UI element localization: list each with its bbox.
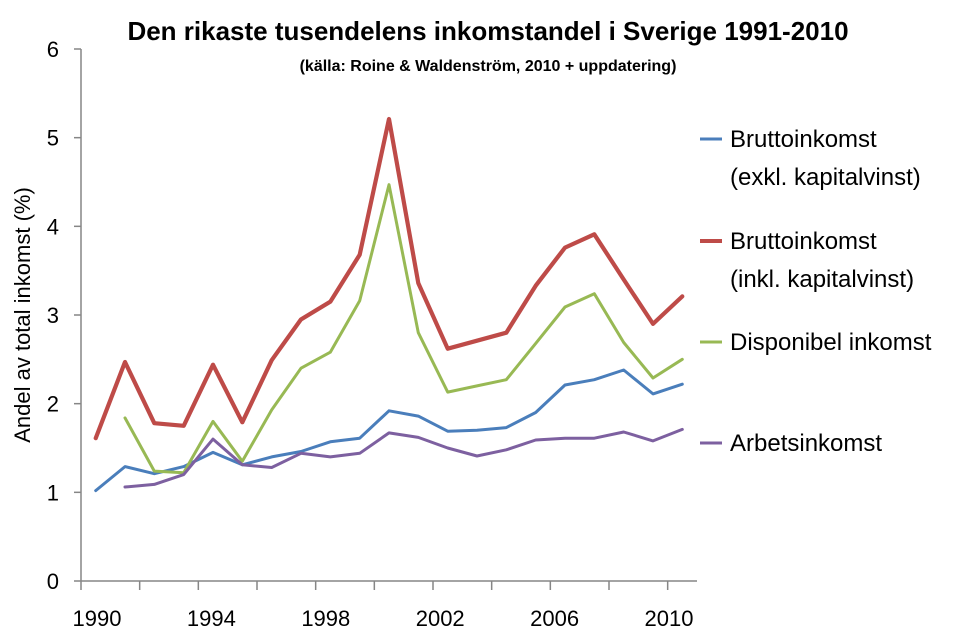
y-tick-label: 0	[47, 569, 59, 594]
legend-label-line2-0: (exkl. kapitalvinst)	[730, 164, 921, 191]
y-tick-label: 2	[47, 392, 59, 417]
legend-label-line2-1: (inkl. kapitalvinst)	[730, 266, 914, 293]
y-tick-label: 5	[47, 126, 59, 151]
legend-label-1: Bruttoinkomst	[730, 228, 877, 255]
chart-subtitle: (källa: Roine & Waldenström, 2010 + uppd…	[300, 58, 677, 75]
legend-label-0: Bruttoinkomst	[730, 126, 877, 153]
y-tick-label: 1	[47, 480, 59, 505]
x-tick-label: 1990	[73, 606, 122, 631]
series-line-2	[123, 183, 684, 475]
y-tick-label: 6	[47, 37, 59, 62]
legend: Bruttoinkomst (exkl. kapitalvinst) Bruttoi…	[700, 126, 932, 457]
x-tick-label: 2010	[645, 606, 694, 631]
legend-label-2: Disponibel inkomst	[730, 329, 932, 356]
x-tick-label: 2002	[416, 606, 465, 631]
x-tick-label: 1994	[187, 606, 236, 631]
x-tick-label: 1998	[301, 606, 350, 631]
series-line-3	[123, 427, 684, 489]
y-tick-label: 4	[47, 214, 59, 239]
x-tick-label: 2006	[530, 606, 579, 631]
y-tick-label: 3	[47, 303, 59, 328]
axes: 0 1 2 3 4 5 6 1990 1994 1998 2002 2006 2010	[47, 37, 697, 631]
y-axis-label: Andel av total inkomst (%)	[10, 187, 35, 443]
series-line-1	[93, 116, 685, 441]
legend-label-3: Arbetsinkomst	[730, 430, 882, 457]
chart-title: Den rikaste tusendelens inkomstandel i S…	[127, 16, 848, 46]
series-group	[93, 116, 685, 493]
